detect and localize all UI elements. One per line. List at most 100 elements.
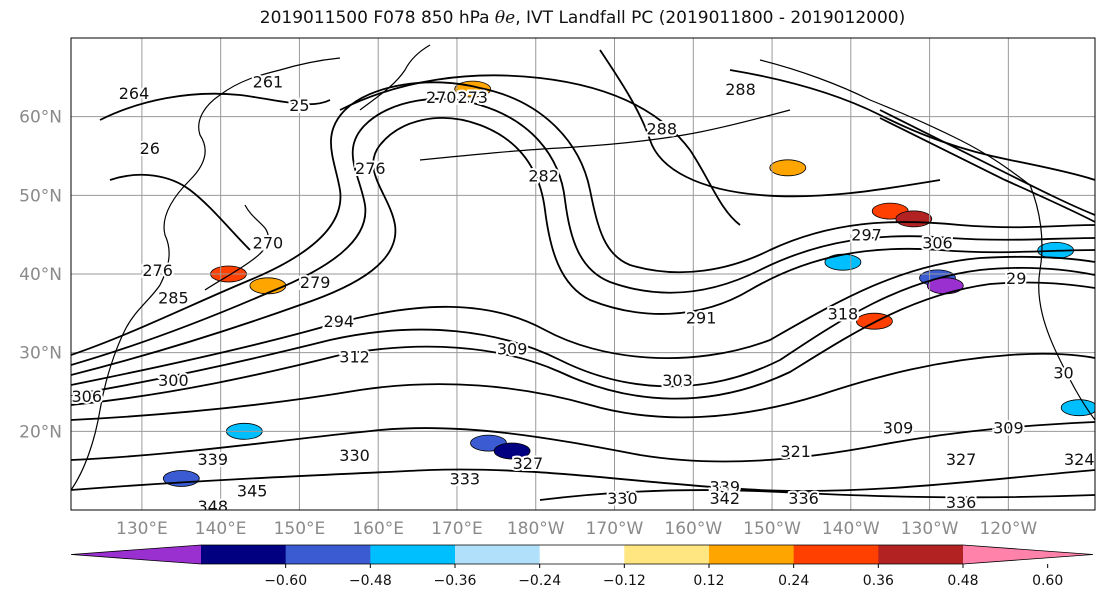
- contour-label: 303: [662, 371, 693, 390]
- coastline-na-west: [1029, 184, 1095, 421]
- colorbar-tick-label: 0.48: [947, 573, 978, 589]
- coastline-alaska: [759, 59, 1031, 186]
- longitude-ticks: 130°E 140°E 150°E 160°E 170°E 180°W 170°W 160°W…: [116, 519, 1037, 539]
- colorbar-tick-label: −0.60: [264, 573, 307, 589]
- contour-label: 309: [993, 418, 1024, 437]
- colorbar-tick-label: −0.12: [603, 573, 646, 589]
- contour-label: 348: [198, 497, 229, 516]
- contour-label: 321: [780, 442, 811, 461]
- contour-label: 330: [607, 489, 638, 508]
- shaded-anomaly-region: [493, 442, 531, 460]
- contour-label: 291: [686, 308, 717, 327]
- colorbar-bin: [878, 545, 964, 564]
- contour-label: 345: [237, 481, 268, 500]
- contour-label: 261: [253, 72, 284, 91]
- colorbar-extend-high: [963, 545, 1093, 564]
- colorbar-tick-label: −0.36: [434, 573, 477, 589]
- contour-label: 333: [450, 470, 481, 489]
- contour-label: 324: [1064, 450, 1095, 469]
- colorbar-extend-low: [71, 545, 201, 564]
- contour-label: 297: [851, 226, 882, 245]
- contour-label: 276: [355, 159, 386, 178]
- chart-title: 2019011500 F078 850 hPa θe, IVT Landfall…: [0, 8, 1105, 28]
- contour-line: [71, 117, 1095, 376]
- contour-line: [879, 117, 1095, 223]
- lat-tick-label: 40°N: [19, 265, 62, 285]
- contour-label: 306: [71, 387, 102, 406]
- colorbar-outline: [70, 544, 1094, 565]
- contour-label: 288: [646, 119, 677, 138]
- contour-label: 270: [253, 234, 284, 253]
- contour-label: 25: [289, 96, 309, 115]
- colorbar-tick-label: 0.60: [1032, 573, 1063, 589]
- shaded-anomaly-region: [895, 210, 933, 228]
- theta-e-contours: [71, 49, 1095, 501]
- contour-label: 309: [883, 418, 914, 437]
- lon-tick-label: 130°W: [901, 519, 959, 539]
- contour-label: 336: [946, 493, 977, 512]
- map-frame: [70, 37, 1096, 511]
- colorbar-tick-label: 0.36: [863, 573, 894, 589]
- lon-tick-label: 140°W: [822, 519, 880, 539]
- contour-label: 336: [788, 489, 819, 508]
- colorbar-bin: [793, 545, 879, 564]
- contour-label: 327: [946, 450, 977, 469]
- contour-line: [599, 49, 941, 198]
- contour-line: [71, 267, 1095, 396]
- contour-label: 30: [1053, 363, 1073, 382]
- contour-label: 288: [725, 80, 756, 99]
- contour-line: [71, 97, 1095, 366]
- contour-label: 285: [158, 289, 189, 308]
- contour-line: [729, 69, 1095, 181]
- lat-tick-label: 60°N: [19, 108, 62, 128]
- contour-label: 270: [426, 88, 457, 107]
- shaded-anomaly-region: [769, 159, 807, 177]
- colorbar-tick-label: −0.48: [349, 573, 392, 589]
- lat-tick-label: 20°N: [19, 422, 62, 442]
- gridlines: [71, 38, 1095, 510]
- lat-tick-label: 30°N: [19, 344, 62, 364]
- lon-tick-label: 160°E: [352, 519, 404, 539]
- colorbar-bin: [624, 545, 710, 564]
- contour-line: [879, 109, 1095, 216]
- contour-line: [99, 92, 331, 121]
- contour-label: 279: [300, 273, 331, 292]
- contour-line: [71, 468, 1095, 492]
- contour-label: 309: [497, 340, 528, 359]
- contour-label: 306: [922, 234, 953, 253]
- title-symbol: θe: [494, 8, 516, 28]
- coastlines: [71, 44, 1095, 491]
- contour-line: [109, 173, 251, 251]
- lon-tick-label: 120°W: [979, 519, 1037, 539]
- colorbar-tick-label: 0.24: [778, 573, 809, 589]
- colorbar-bin: [539, 545, 625, 564]
- colorbar-bin: [201, 545, 287, 564]
- colorbar-bin: [285, 545, 371, 564]
- contour-line: [71, 281, 1095, 406]
- contour-label: 318: [828, 304, 859, 323]
- coastline-japan: [204, 204, 269, 291]
- colorbar-tick-label: 0.12: [693, 573, 724, 589]
- contour-line: [539, 489, 1095, 501]
- contour-line: [71, 81, 1095, 356]
- lon-tick-label: 180°W: [507, 519, 565, 539]
- lon-tick-label: 130°E: [116, 519, 168, 539]
- lon-tick-label: 150°W: [743, 519, 801, 539]
- contour-label: 29: [1006, 269, 1026, 288]
- contour-label: 330: [339, 446, 370, 465]
- contour-label: 273: [457, 88, 488, 107]
- title-prefix: 2019011500 F078 850 hPa: [259, 8, 490, 28]
- lon-tick-label: 140°E: [195, 519, 247, 539]
- lon-tick-label: 150°E: [274, 519, 326, 539]
- colorbar-bin: [455, 545, 541, 564]
- contour-line: [71, 255, 1095, 386]
- contour-line: [71, 421, 1095, 463]
- contour-line: [71, 352, 1095, 421]
- shaded-anomaly-region: [249, 277, 287, 295]
- colorbar-tick-label: −0.24: [518, 573, 561, 589]
- lon-tick-label: 170°W: [586, 519, 644, 539]
- colorbar: −0.60 −0.48 −0.36 −0.24 −0.12 0.12 0.24 0.36 0.4…: [70, 544, 1094, 589]
